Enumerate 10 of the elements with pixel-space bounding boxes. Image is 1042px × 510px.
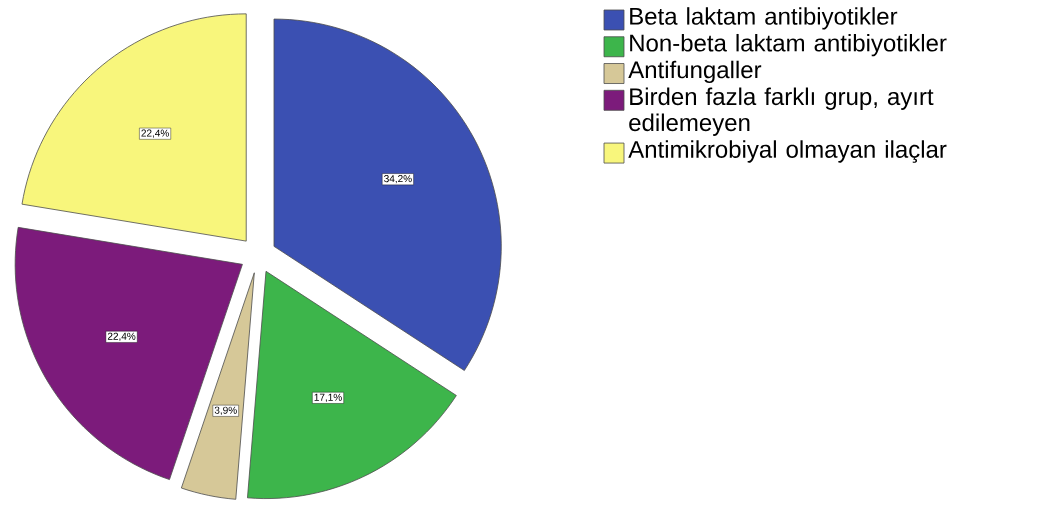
legend-label: Non-beta laktam antibiyotikler [630,33,947,57]
legend-label: Antimikrobiyal olmayan ilaçlar [628,140,947,163]
legend-label: Birden fazla farklı grup, ayırt edilemeyen [629,87,934,136]
legend-label: Beta laktam antibiyotikler [630,7,898,30]
data-label: 17,1% [314,393,342,402]
data-label: 34,2% [384,175,412,184]
data-label: 22,4% [107,332,136,341]
legend-label: Antifungaller [628,60,762,84]
data-label: 22,4% [141,129,169,138]
data-label: 3,9% [214,406,237,415]
